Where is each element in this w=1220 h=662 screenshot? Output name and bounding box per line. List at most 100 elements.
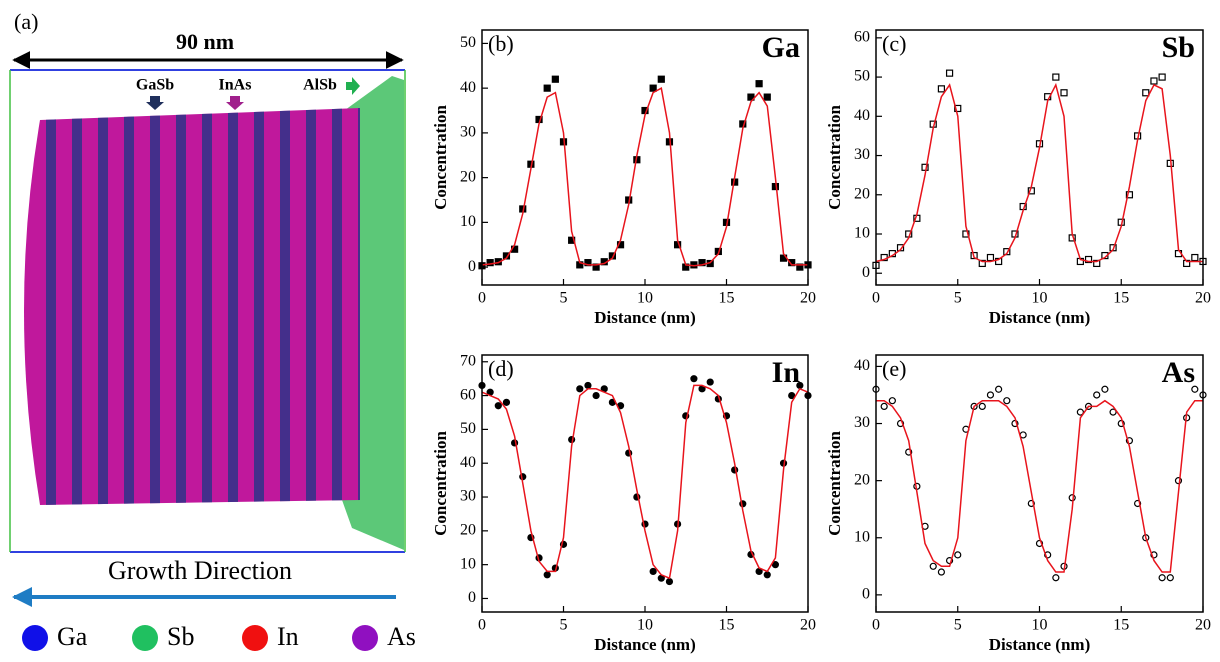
data-point xyxy=(649,567,657,576)
y-tick-label: 0 xyxy=(468,589,476,606)
x-tick-label: 5 xyxy=(560,290,568,307)
gasb-stripe xyxy=(98,108,108,505)
data-point xyxy=(584,381,592,390)
data-point xyxy=(995,257,1003,266)
x-tick-label: 0 xyxy=(872,290,880,307)
y-tick-label: 30 xyxy=(854,146,870,163)
data-point xyxy=(888,397,896,405)
legend-label: As xyxy=(387,622,416,651)
data-point xyxy=(771,561,780,569)
y-tick-label: 50 xyxy=(460,34,476,51)
stripes xyxy=(46,108,360,505)
data-point xyxy=(896,419,905,428)
panel-a: (a) 90 nm Growth Direction Ga Sb In As xyxy=(9,9,416,651)
legend-marker xyxy=(132,625,158,651)
data-point xyxy=(1003,248,1011,256)
x-tick-label: 5 xyxy=(954,617,962,634)
element-label: In xyxy=(772,356,801,389)
chart: 0 5 10 15 20 0 10 20 30 40 Distance (nm) Concentrat… xyxy=(825,354,1211,654)
fit-line xyxy=(481,87,808,267)
layer-label: GaSb xyxy=(136,77,174,94)
direction-label: Growth Direction xyxy=(108,556,292,585)
data-point xyxy=(1191,253,1199,262)
data-point xyxy=(747,93,755,101)
x-tick-label: 10 xyxy=(1032,617,1048,634)
data-point xyxy=(954,551,962,559)
data-point xyxy=(1101,385,1109,393)
layer-label: AlSb xyxy=(303,77,337,94)
x-tick-label: 10 xyxy=(637,290,653,307)
panel-label: (b) xyxy=(488,31,514,56)
y-tick-label: 0 xyxy=(468,258,476,275)
data-point xyxy=(1142,89,1150,97)
data-point xyxy=(657,75,665,83)
legend-marker xyxy=(22,625,48,651)
data-point xyxy=(1125,437,1134,445)
y-tick-label: 40 xyxy=(854,107,870,124)
y-tick-label: 40 xyxy=(854,357,870,374)
data-point xyxy=(880,402,888,410)
data-point xyxy=(1093,391,1101,399)
data-point xyxy=(1158,73,1166,81)
gasb-stripe xyxy=(46,108,56,505)
x-tick-label: 20 xyxy=(1195,617,1211,634)
gasb-stripe xyxy=(176,108,186,505)
y-axis-label: Concentration xyxy=(431,431,450,536)
legend-label: Sb xyxy=(167,622,194,651)
data-point xyxy=(1109,408,1117,416)
data-point xyxy=(978,402,986,410)
data-point xyxy=(665,577,674,586)
data-point xyxy=(706,378,714,386)
data-point xyxy=(690,375,698,383)
gasb-stripe xyxy=(254,108,264,505)
gasb-stripe xyxy=(280,108,290,505)
data-point xyxy=(592,391,600,400)
data-point xyxy=(921,163,929,171)
data-point xyxy=(1035,539,1044,548)
data-point xyxy=(1076,408,1084,416)
panel-label: (a) xyxy=(14,9,38,34)
gasb-stripe xyxy=(332,108,342,505)
width-label: 90 nm xyxy=(176,29,234,54)
chart: 0 5 10 15 20 0 10 20 30 40 50 60 Distance (nm) Concen… xyxy=(825,29,1211,327)
x-tick-label: 0 xyxy=(478,290,486,307)
x-tick-label: 15 xyxy=(1113,617,1129,634)
x-tick-label: 15 xyxy=(1113,290,1129,307)
data-point xyxy=(1158,574,1166,582)
chart: 0 5 10 15 20 0 10 20 30 40 50 60 70 Distance (nm) Conc… xyxy=(431,352,816,653)
plot-frame xyxy=(875,354,1204,613)
y-tick-label: 40 xyxy=(460,79,476,96)
data-point xyxy=(896,244,905,252)
y-tick-label: 30 xyxy=(460,488,476,505)
x-tick-label: 0 xyxy=(872,617,880,634)
layer-arrow xyxy=(226,96,244,110)
data-point xyxy=(962,230,970,238)
data-point xyxy=(1125,191,1134,199)
layer-arrow xyxy=(146,96,164,110)
fit-line xyxy=(481,384,809,580)
data-point xyxy=(788,391,796,400)
data-point xyxy=(1133,499,1142,508)
panel-label: (d) xyxy=(488,356,514,381)
x-axis-label: Distance (nm) xyxy=(594,635,696,654)
x-tick-label: 20 xyxy=(800,290,816,307)
data-point xyxy=(970,251,978,260)
gasb-stripe xyxy=(150,108,160,505)
fit-line xyxy=(875,82,1203,263)
x-tick-label: 5 xyxy=(560,617,568,634)
x-tick-label: 20 xyxy=(1195,290,1211,307)
data-point xyxy=(1084,255,1093,264)
gasb-stripe xyxy=(228,108,238,505)
data-point xyxy=(649,84,657,92)
data-point xyxy=(1052,73,1060,81)
gasb-stripe xyxy=(358,108,360,505)
x-tick-label: 10 xyxy=(637,617,653,634)
data-point xyxy=(986,391,995,399)
data-point xyxy=(1166,574,1174,582)
data-point xyxy=(1011,419,1019,428)
layer-label: InAs xyxy=(219,77,252,94)
x-tick-label: 15 xyxy=(719,617,735,634)
y-tick-label: 30 xyxy=(460,124,476,141)
element-label: Ga xyxy=(762,31,800,64)
